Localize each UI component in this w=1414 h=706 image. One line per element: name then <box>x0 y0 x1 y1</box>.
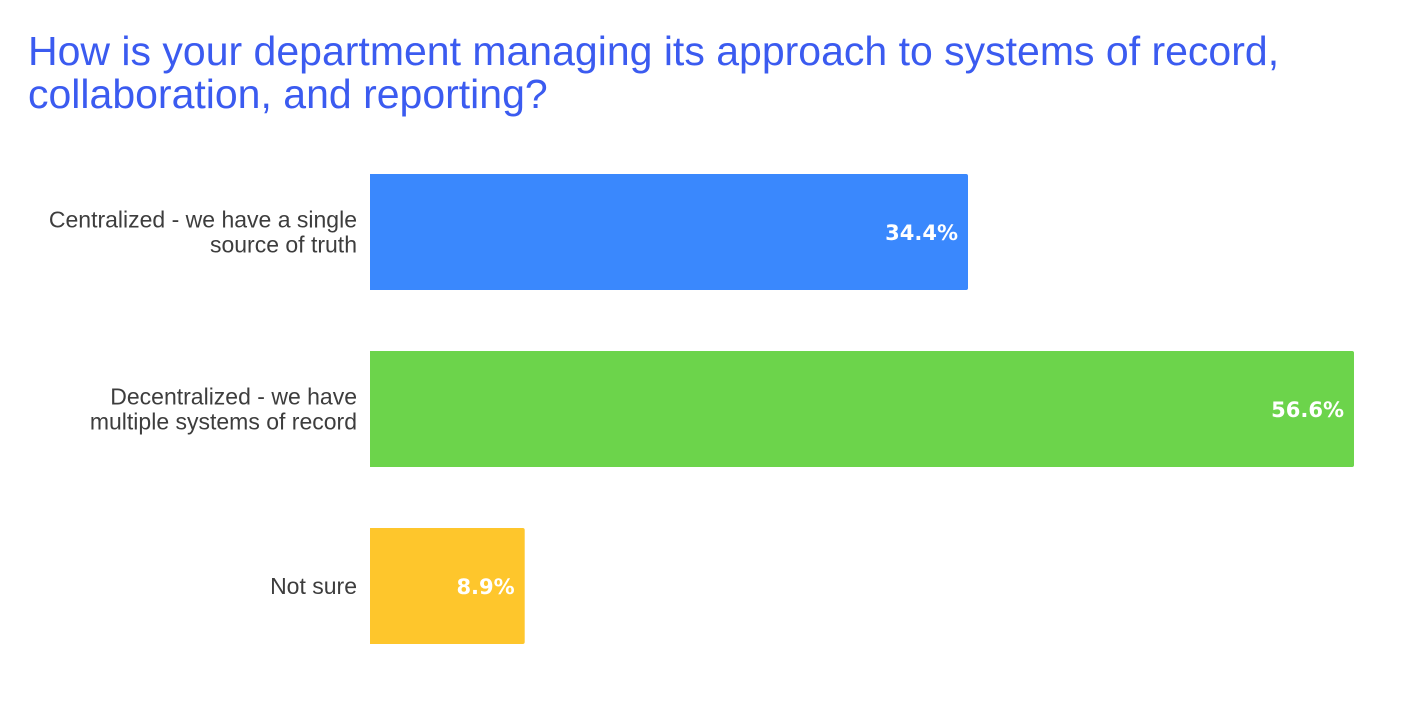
chart-title: How is your department managing its appr… <box>28 28 1280 117</box>
category-label-3-line-1: Not sure <box>270 573 357 599</box>
category-label-1-line-2: source of truth <box>210 232 357 258</box>
bar-2-edge <box>370 351 374 467</box>
category-label-1: Centralized - we have a single source of … <box>49 207 357 258</box>
bar-3 <box>370 528 525 644</box>
value-label-3: 8.9% <box>456 575 514 599</box>
bar-1-edge <box>370 174 374 290</box>
category-label-2: Decentralized - we have multiple systems … <box>90 384 357 435</box>
bar-3-edge <box>370 528 374 644</box>
bar-2 <box>370 351 1354 467</box>
category-label-3: Not sure <box>270 573 357 599</box>
value-label-2: 56.6% <box>1271 398 1344 422</box>
bar-1 <box>370 174 968 290</box>
category-label-2-line-1: Decentralized - we have <box>110 384 357 410</box>
category-label-2-line-2: multiple systems of record <box>90 409 357 435</box>
category-label-1-line-1: Centralized - we have a single <box>49 207 357 233</box>
value-label-1: 34.4% <box>885 221 958 245</box>
